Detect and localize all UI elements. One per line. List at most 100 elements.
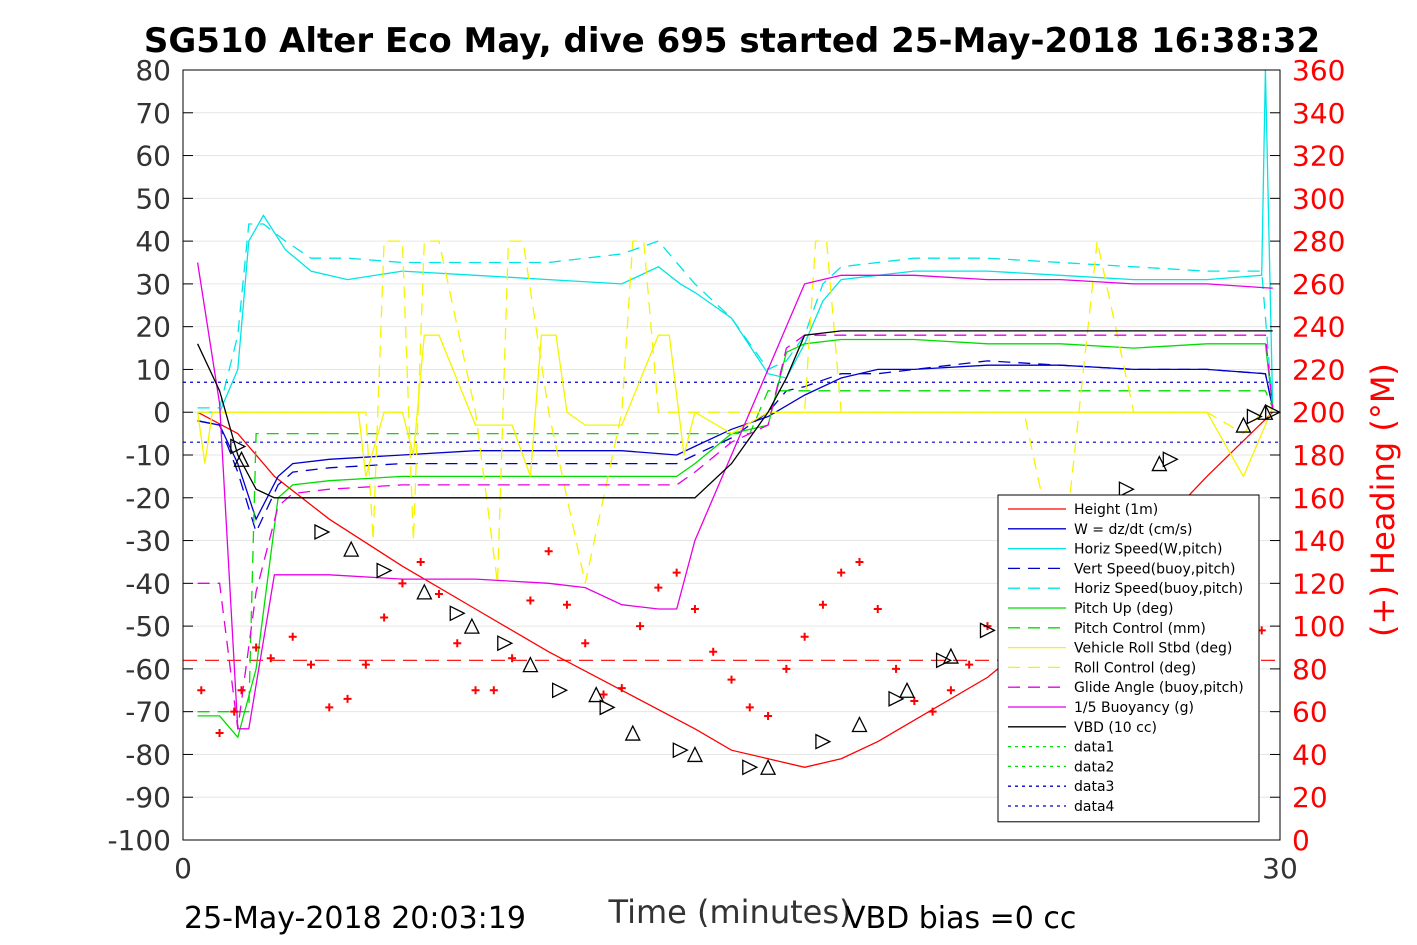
dive-marker bbox=[314, 523, 331, 541]
y-tick-label: 60 bbox=[135, 140, 171, 173]
heading-point bbox=[782, 664, 791, 673]
series-line bbox=[197, 390, 1274, 713]
dive-marker bbox=[463, 617, 480, 634]
heading-point bbox=[636, 622, 645, 631]
x-axis-label: Time (minutes) bbox=[608, 893, 852, 931]
y2-tick-label: 340 bbox=[1292, 97, 1345, 130]
legend-label: data2 bbox=[1074, 759, 1114, 775]
y-tick-label: -60 bbox=[125, 653, 171, 686]
data-series bbox=[196, 69, 1274, 768]
y-tick-label: 10 bbox=[135, 353, 171, 386]
right-y-axis-label: (+) Heading (°M) bbox=[1364, 363, 1402, 637]
y-tick-label: 20 bbox=[135, 311, 171, 344]
y-tick-label: 0 bbox=[153, 396, 171, 429]
heading-point bbox=[764, 711, 773, 720]
dive-marker bbox=[551, 682, 569, 699]
x-tick-label: 30 bbox=[1262, 852, 1298, 885]
legend-label: Glide Angle (buoy,pitch) bbox=[1074, 680, 1244, 696]
heading-point bbox=[617, 684, 626, 693]
heading-point bbox=[398, 579, 407, 588]
legend-label: Pitch Control (mm) bbox=[1074, 621, 1206, 637]
y-tick-label: 30 bbox=[135, 268, 171, 301]
heading-point bbox=[266, 654, 275, 663]
heading-point bbox=[562, 600, 571, 609]
dive-marker bbox=[686, 745, 703, 763]
y2-tick-label: 320 bbox=[1292, 140, 1345, 173]
dive-marker bbox=[815, 733, 832, 750]
legend-label: Vert Speed(buoy,pitch) bbox=[1074, 561, 1236, 577]
series-line bbox=[197, 240, 1273, 584]
legend-label: VBD (10 cc) bbox=[1074, 720, 1157, 736]
y-tick-label: 80 bbox=[135, 54, 171, 87]
y-tick-label: -30 bbox=[125, 525, 171, 558]
series-line bbox=[197, 360, 1274, 534]
y2-tick-label: 100 bbox=[1292, 610, 1345, 643]
dive-marker bbox=[942, 647, 959, 664]
heading-point bbox=[873, 605, 882, 613]
legend-label: Height (1m) bbox=[1074, 502, 1158, 518]
y-tick-label: 50 bbox=[135, 182, 171, 215]
heading-point bbox=[325, 703, 334, 712]
legend-label: data1 bbox=[1074, 740, 1114, 756]
y-tick-label: -40 bbox=[125, 567, 171, 600]
legend-label: Pitch Up (deg) bbox=[1074, 601, 1173, 617]
y-tick-label: -80 bbox=[125, 738, 171, 771]
dive-marker bbox=[624, 724, 641, 741]
heading-point bbox=[544, 547, 553, 556]
y2-tick-label: 300 bbox=[1292, 182, 1345, 215]
dive-marker bbox=[497, 635, 514, 652]
heading-point bbox=[526, 596, 535, 605]
series-line bbox=[197, 69, 1274, 413]
heading-point bbox=[946, 686, 955, 695]
left-y-axis: 80 70 60 50 40 30 20 10 0 -10 -20 -30 -40 -50 -60 -70 -8… bbox=[107, 54, 193, 857]
dive-marker bbox=[979, 622, 996, 639]
footer-vbd-bias: VBD bias =0 cc bbox=[845, 901, 1076, 936]
dive-marker bbox=[1265, 404, 1282, 421]
heading-point bbox=[965, 660, 974, 669]
legend-label: Roll Control (deg) bbox=[1074, 660, 1196, 676]
dive-marker bbox=[760, 758, 777, 775]
y-tick-label: 40 bbox=[135, 225, 171, 258]
y-tick-label: -100 bbox=[107, 824, 171, 857]
heading-point bbox=[434, 590, 443, 599]
y-tick-label: -70 bbox=[125, 696, 171, 729]
heading-point bbox=[416, 557, 425, 566]
series-line bbox=[196, 262, 1273, 730]
y2-tick-label: 220 bbox=[1292, 353, 1345, 386]
y-tick-label: -20 bbox=[125, 482, 171, 515]
heading-point bbox=[709, 647, 718, 656]
dive-marker bbox=[1118, 481, 1135, 498]
heading-point bbox=[471, 686, 480, 695]
right-y-axis: 3603403203002802602402202001801601401201… bbox=[1270, 54, 1345, 857]
heading-point bbox=[690, 605, 699, 613]
dive-marker bbox=[851, 716, 868, 733]
heading-point bbox=[745, 703, 754, 712]
dive-marker bbox=[672, 742, 689, 759]
dive-marker bbox=[888, 690, 905, 707]
dive-marker bbox=[588, 686, 605, 703]
heading-point bbox=[910, 696, 919, 705]
heading-point bbox=[800, 632, 809, 641]
heading-point bbox=[197, 686, 206, 695]
dive-marker bbox=[416, 583, 433, 600]
y2-tick-label: 200 bbox=[1292, 396, 1345, 429]
series-line bbox=[197, 223, 1274, 409]
dive-marker bbox=[343, 540, 360, 557]
y-tick-label: -50 bbox=[125, 610, 171, 643]
y2-tick-label: 360 bbox=[1292, 54, 1345, 87]
y-tick-label: -90 bbox=[125, 781, 171, 814]
heading-point bbox=[928, 707, 937, 716]
heading-point bbox=[215, 729, 224, 738]
dive-markers bbox=[230, 403, 1282, 776]
legend: Height (1m) W = dz/dt (cm/s) Horiz Speed(W… bbox=[997, 494, 1260, 823]
heading-point bbox=[508, 654, 517, 663]
heading-point bbox=[361, 660, 370, 669]
heading-point bbox=[654, 583, 663, 592]
dive-marker bbox=[742, 759, 759, 776]
heading-point bbox=[489, 686, 498, 695]
y2-tick-label: 240 bbox=[1292, 311, 1345, 344]
y-tick-label: 70 bbox=[135, 97, 171, 130]
heading-point bbox=[230, 707, 239, 716]
y2-tick-label: 120 bbox=[1292, 567, 1345, 600]
dive-marker bbox=[522, 656, 539, 673]
